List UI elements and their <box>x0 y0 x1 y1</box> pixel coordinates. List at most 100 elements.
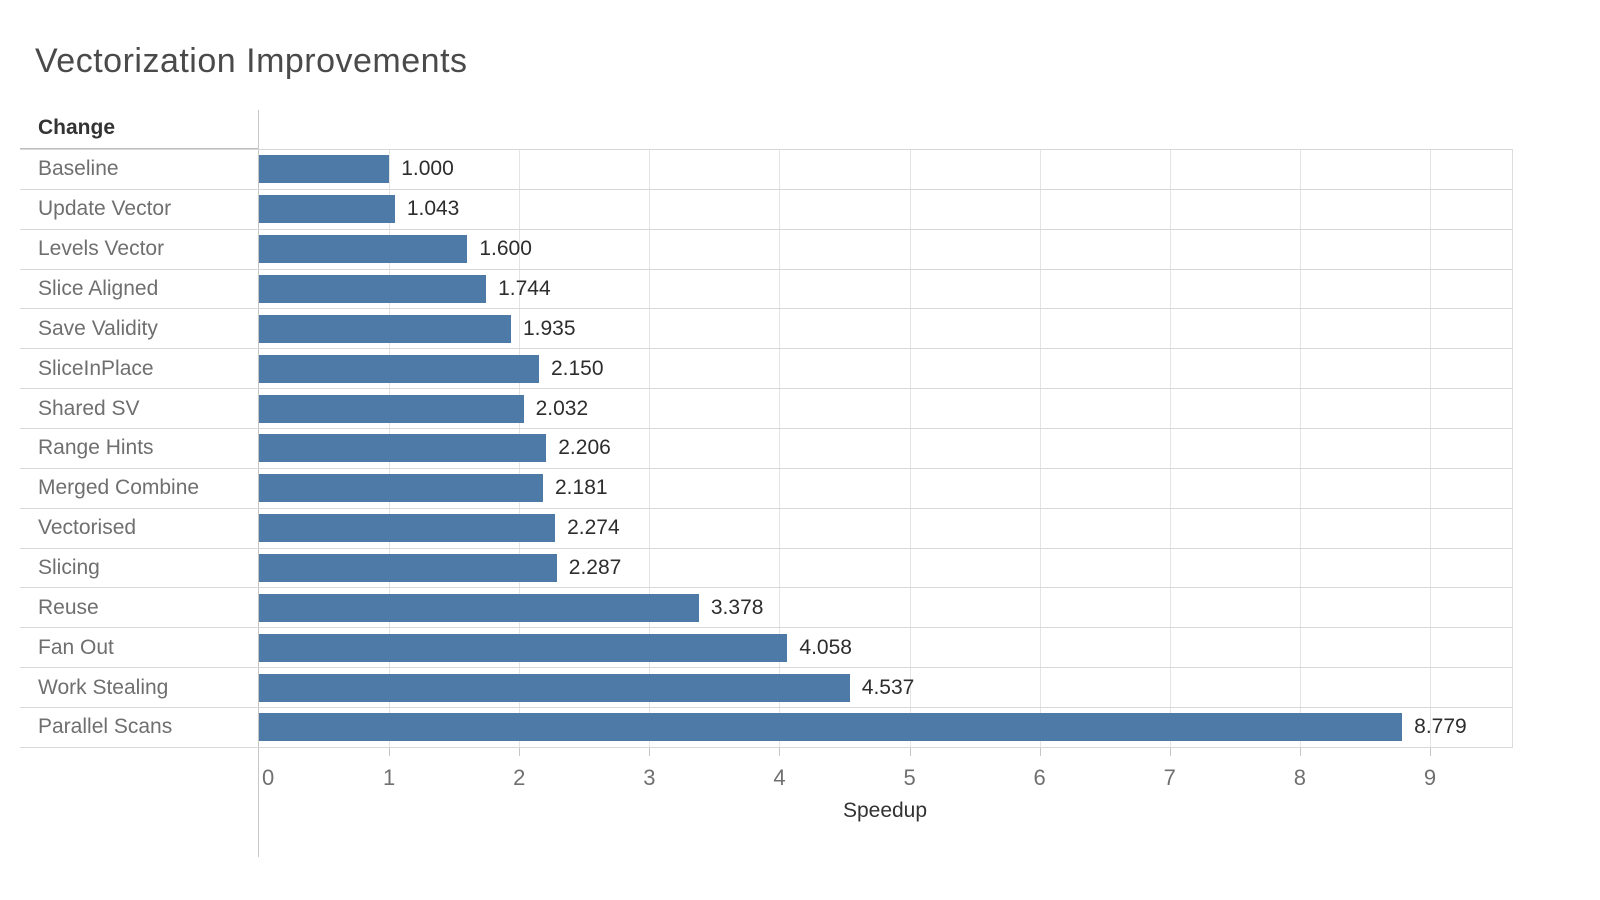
bar[interactable] <box>259 593 699 622</box>
bar-value-label: 3.378 <box>710 595 764 619</box>
bar[interactable] <box>259 394 524 423</box>
x-tick-label-8: 8 <box>1293 765 1307 790</box>
table-row: Range Hints 2.206 <box>20 429 1512 469</box>
bar-area: 1.744 <box>258 270 1512 309</box>
x-tick-label-0: 0 <box>262 765 275 790</box>
table-row: Reuse 3.378 <box>20 588 1512 629</box>
bar-value-label: 4.058 <box>799 635 852 659</box>
bar-area: 3.378 <box>258 588 1512 627</box>
column-header-underline <box>20 148 258 149</box>
bar-area: 2.181 <box>258 469 1512 508</box>
row-label[interactable]: Range Hints <box>38 436 154 460</box>
table-row: Parallel Scans 8.779 <box>20 708 1512 748</box>
bar-value-label: 2.181 <box>555 476 608 500</box>
x-tick-mark <box>909 748 911 756</box>
row-label[interactable]: Merged Combine <box>38 476 200 500</box>
row-label[interactable]: Vectorised <box>38 516 137 540</box>
bar-area: 4.058 <box>258 628 1512 667</box>
row-label[interactable]: Parallel Scans <box>38 715 173 739</box>
gridline-x-9 <box>1430 149 1432 748</box>
row-label[interactable]: Levels Vector <box>38 237 165 261</box>
y-axis-line <box>258 110 259 857</box>
x-tick-mark <box>1430 748 1432 756</box>
bar[interactable] <box>259 275 487 303</box>
bar[interactable] <box>259 354 539 383</box>
bar[interactable] <box>259 673 850 702</box>
row-label[interactable]: Slice Aligned <box>38 277 159 300</box>
bar-area: 4.537 <box>258 668 1512 707</box>
bar-value-label: 1.043 <box>406 197 460 221</box>
bar-value-label: 2.032 <box>535 396 589 420</box>
table-row: SliceInPlace 2.150 <box>20 349 1512 390</box>
x-tick-label-1: 1 <box>382 765 396 790</box>
bar-area: 1.600 <box>258 230 1512 269</box>
bar-value-label: 1.000 <box>401 157 454 181</box>
bar-value-label: 1.600 <box>479 237 532 261</box>
bar-value-label: 2.206 <box>558 436 611 460</box>
bar-value-label: 4.537 <box>861 675 915 699</box>
bar[interactable] <box>259 554 557 583</box>
table-row: Baseline 1.000 <box>20 150 1512 190</box>
x-axis: 0 1 2 3 4 5 6 7 8 9 <box>259 748 1512 808</box>
bar[interactable] <box>259 195 395 224</box>
table-row: Levels Vector 1.600 <box>20 230 1512 270</box>
bar[interactable] <box>259 514 556 543</box>
x-tick-label-4: 4 <box>773 765 786 790</box>
bar[interactable] <box>259 713 1403 742</box>
bar[interactable] <box>259 155 390 184</box>
row-label[interactable]: SliceInPlace <box>38 356 154 380</box>
bar[interactable] <box>259 434 547 463</box>
bar-value-label: 2.150 <box>550 356 604 380</box>
x-tick-label-2: 2 <box>513 765 526 790</box>
bar-area: 1.000 <box>258 150 1512 189</box>
row-label[interactable]: Shared SV <box>38 396 140 420</box>
bar-area: 2.032 <box>258 389 1512 428</box>
gridline-x-3 <box>649 149 651 748</box>
x-tick-label-3: 3 <box>643 765 656 790</box>
table-row: Vectorised 2.274 <box>20 509 1512 549</box>
bar-value-label: 2.274 <box>567 516 620 540</box>
row-label[interactable]: Fan Out <box>38 635 114 659</box>
table-row: Fan Out 4.058 <box>20 628 1512 669</box>
table-row: Shared SV 2.032 <box>20 389 1512 430</box>
gridline-x-4 <box>779 149 781 748</box>
bar-rows: Baseline 1.000 Update Vector 1.043 Levels Ve… <box>20 149 1512 748</box>
x-tick-mark <box>1039 748 1041 756</box>
table-row: Slice Aligned 1.744 <box>20 270 1512 310</box>
gridline-x-8 <box>1299 149 1301 748</box>
row-label[interactable]: Baseline <box>38 157 119 181</box>
x-axis-title: Speedup <box>842 799 928 822</box>
bar-area: 2.150 <box>258 349 1512 388</box>
x-tick-label-9: 9 <box>1423 765 1437 790</box>
gridline-x-7 <box>1169 149 1171 748</box>
gridline-x-6 <box>1039 149 1041 748</box>
x-tick-label-5: 5 <box>903 765 916 790</box>
bar-value-label: 1.744 <box>498 277 551 300</box>
column-header-change: Change <box>38 116 116 139</box>
chart-title: Vectorization Improvements <box>35 42 468 80</box>
bar-area: 1.043 <box>258 190 1512 229</box>
row-label[interactable]: Save Validity <box>38 316 158 340</box>
bar-area: 2.274 <box>258 509 1512 548</box>
row-label[interactable]: Update Vector <box>38 197 172 221</box>
x-tick-mark <box>649 748 651 756</box>
bar-area: 8.779 <box>258 708 1512 747</box>
row-label[interactable]: Slicing <box>38 556 100 580</box>
bar-area: 1.935 <box>258 309 1512 348</box>
x-tick-mark <box>519 748 521 756</box>
bar[interactable] <box>259 314 511 343</box>
bar[interactable] <box>259 235 468 264</box>
table-row: Save Validity 1.935 <box>20 309 1512 350</box>
x-tick-mark <box>389 748 391 756</box>
bar-area: 2.287 <box>258 549 1512 588</box>
row-label[interactable]: Work Stealing <box>38 675 169 699</box>
bar[interactable] <box>259 633 788 662</box>
x-tick-mark <box>1299 748 1301 756</box>
row-label[interactable]: Reuse <box>38 595 99 619</box>
bar-area: 2.206 <box>258 429 1512 468</box>
table-row: Work Stealing 4.537 <box>20 668 1512 709</box>
x-tick-label-7: 7 <box>1163 765 1176 790</box>
bar[interactable] <box>259 474 543 503</box>
gridline-x-5 <box>909 149 911 748</box>
